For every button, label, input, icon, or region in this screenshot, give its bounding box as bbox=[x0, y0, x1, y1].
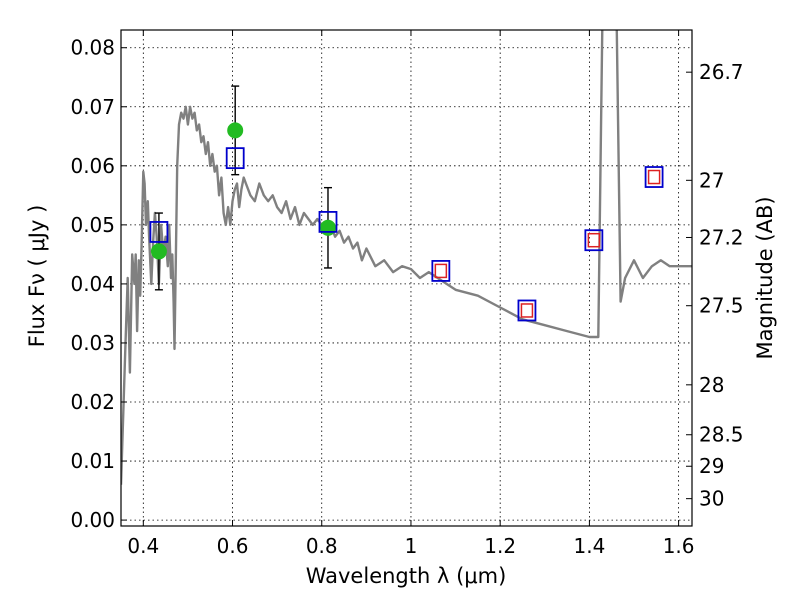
plot-area bbox=[121, 30, 692, 485]
x-tick-label: 1.4 bbox=[573, 534, 605, 558]
observed-point bbox=[319, 219, 336, 236]
y2-tick-label: 27.5 bbox=[699, 294, 744, 318]
x-tick-label: 0.4 bbox=[127, 534, 159, 558]
y-tick-label: 0.06 bbox=[70, 154, 115, 178]
y2-tick-label: 28.5 bbox=[699, 423, 744, 447]
x-axis-title: Wavelength λ (μm) bbox=[306, 564, 507, 588]
y2-tick-label: 30 bbox=[699, 487, 724, 511]
model-inner-point bbox=[434, 263, 448, 279]
model-point bbox=[584, 229, 604, 252]
x-tick-label: 0.8 bbox=[306, 534, 338, 558]
axes: 0.4 0.6 0.8 1 1.2 1.4 1.6 0.00 0.01 0.02 0.03 0.04 0… bbox=[70, 30, 744, 558]
x-tick-label: 0.6 bbox=[217, 534, 249, 558]
model-point bbox=[644, 166, 664, 188]
y-tick-label: 0.00 bbox=[70, 508, 115, 532]
model-point bbox=[318, 211, 338, 233]
model-point bbox=[431, 260, 451, 282]
y-axis-title: Flux Fν ( μJy ) bbox=[25, 205, 49, 348]
y-tick-label: 0.03 bbox=[70, 331, 115, 355]
y2-tick-label: 29 bbox=[699, 454, 724, 478]
y-tick-label: 0.05 bbox=[70, 213, 115, 237]
x-tick-label: 1 bbox=[405, 534, 418, 558]
y2-tick-label: 26.7 bbox=[699, 60, 744, 84]
y-tick-label: 0.02 bbox=[70, 390, 115, 414]
plot-frame bbox=[120, 29, 693, 527]
observed-point bbox=[227, 122, 244, 139]
model-inner-point bbox=[647, 169, 661, 185]
observed-point bbox=[150, 243, 167, 260]
y2-tick-label: 28 bbox=[699, 373, 724, 397]
y-tick-label: 0.01 bbox=[70, 449, 115, 473]
model-inner-point bbox=[520, 303, 534, 318]
y-tick-label: 0.08 bbox=[70, 36, 115, 60]
model-point bbox=[225, 147, 245, 170]
y-tick-label: 0.07 bbox=[70, 95, 115, 119]
x-tick-label: 1.2 bbox=[484, 534, 516, 558]
y-tick-label: 0.04 bbox=[70, 272, 115, 296]
template-spectrum-line bbox=[121, 30, 692, 485]
y2-tick-label: 27.2 bbox=[699, 225, 744, 249]
model-point bbox=[517, 299, 537, 322]
y2-tick-label: 27 bbox=[699, 168, 724, 192]
model-point bbox=[149, 221, 169, 243]
x-tick-label: 1.6 bbox=[663, 534, 695, 558]
grid bbox=[121, 30, 692, 526]
y2-axis-title: Magnitude (AB) bbox=[753, 196, 777, 359]
model-inner-point bbox=[587, 232, 601, 248]
